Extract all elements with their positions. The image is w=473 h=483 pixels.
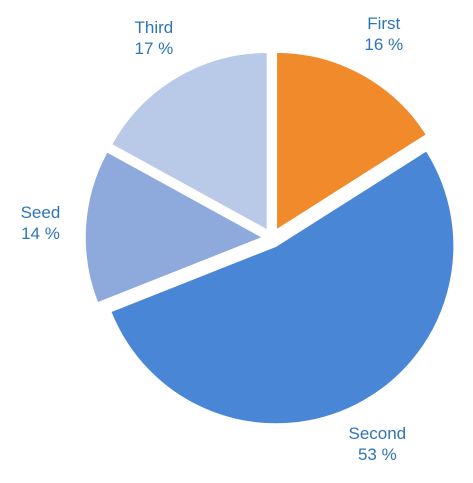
slice-label: Third xyxy=(135,18,174,37)
slice-value-label: 16 % xyxy=(364,35,403,54)
pie-slice xyxy=(109,149,455,425)
slice-value-label: 53 % xyxy=(358,445,397,464)
pie-slice xyxy=(275,51,428,232)
pie-slice xyxy=(84,150,265,304)
pie-slice xyxy=(110,51,269,232)
slice-label: Seed xyxy=(21,203,61,222)
slice-value-label: 17 % xyxy=(135,39,174,58)
slice-label: Second xyxy=(348,424,406,443)
slice-label: First xyxy=(367,14,400,33)
slice-value-label: 14 % xyxy=(21,224,60,243)
